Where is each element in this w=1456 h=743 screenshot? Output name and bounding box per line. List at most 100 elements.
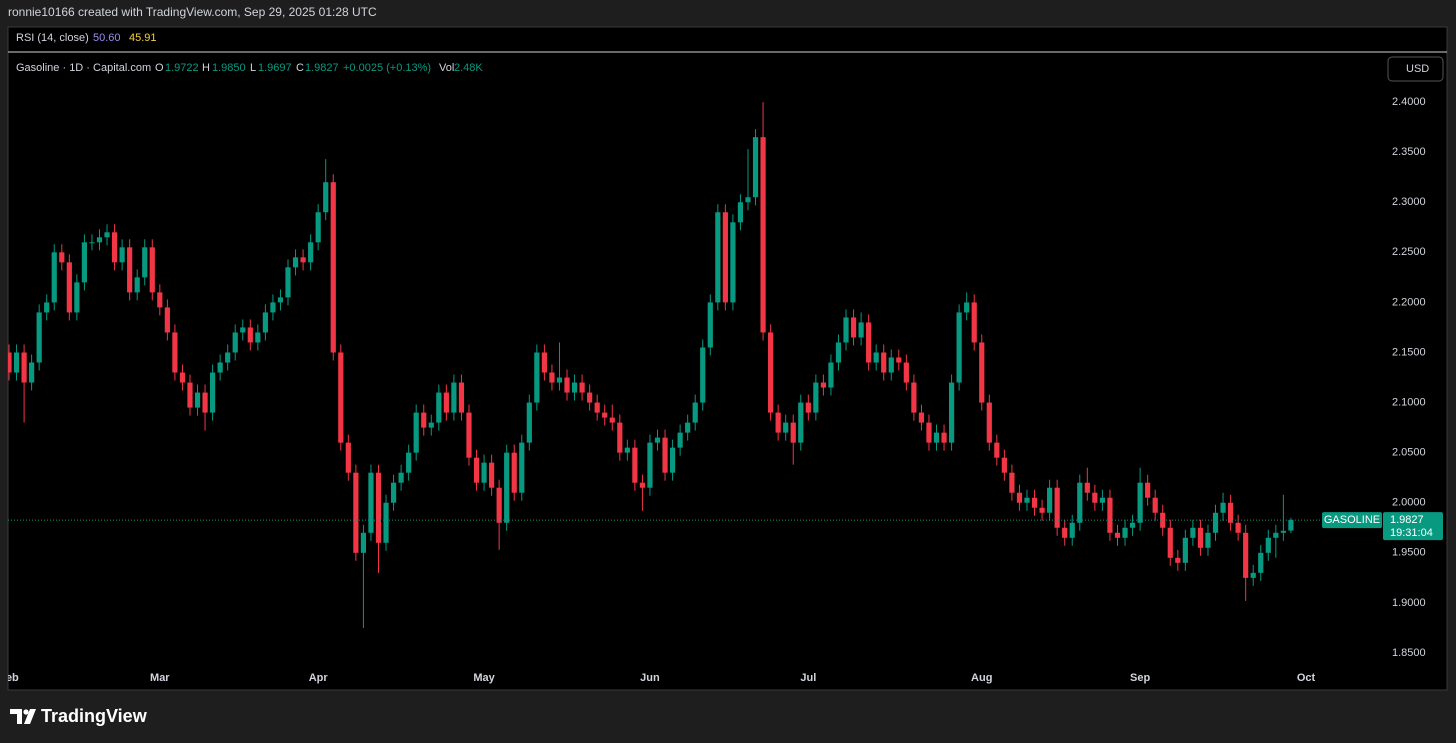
candle-body (1039, 507, 1045, 513)
legend-value: 1.9827 (305, 62, 339, 74)
candle-body (330, 182, 336, 353)
legend-label: O (155, 62, 164, 74)
candle-body (157, 292, 163, 308)
y-tick-label: 2.2000 (1392, 296, 1426, 308)
candle-body (368, 472, 374, 533)
legend-value: 1.9850 (212, 62, 246, 74)
candle-body (526, 402, 532, 443)
indicator-value: 50.60 (93, 32, 121, 44)
x-tick-label: Aug (971, 672, 992, 684)
footer-logo (10, 709, 36, 724)
currency-label[interactable]: USD (1406, 63, 1429, 75)
candle-body (345, 442, 351, 473)
candle-body (624, 447, 630, 453)
candle-body (247, 327, 253, 343)
candle-body (1288, 520, 1294, 531)
indicator-name: RSI (14, close) (16, 32, 89, 44)
candle-body (1197, 527, 1204, 548)
candle-body (262, 312, 268, 333)
candle-body (134, 277, 140, 293)
candle-body (104, 232, 110, 238)
price-tag-box (1383, 512, 1443, 541)
candle-body (1212, 512, 1219, 533)
candle-body (994, 442, 1000, 458)
candle-body (179, 372, 186, 383)
candle-body (1009, 472, 1015, 493)
candle-body (1107, 497, 1113, 533)
candle-body (89, 242, 95, 244)
x-tick-label: Oct (1297, 672, 1316, 684)
candle-body (1227, 502, 1234, 523)
candle-body (436, 392, 442, 423)
candle-body (308, 242, 314, 263)
candle-body (768, 332, 774, 413)
candle-body (941, 432, 947, 443)
candle-body (617, 422, 623, 453)
symbol: Gasoline · 1D · Capital.com (16, 62, 151, 74)
chart-panel (7, 26, 1448, 691)
candle-body (255, 332, 261, 343)
candle-body (489, 462, 495, 488)
candle-body (8, 352, 12, 373)
legend-value: 1.9722 (165, 62, 199, 74)
indicator-value: 45.91 (129, 32, 157, 44)
candle-body (398, 472, 404, 483)
candle-body (1062, 527, 1068, 538)
candle-body (692, 402, 698, 423)
price-tag-name: GASOLINE (1324, 514, 1380, 526)
candle-body (1220, 502, 1226, 513)
candle-body (194, 392, 201, 408)
candle-body (1182, 537, 1188, 563)
price-tag-name-box (1322, 512, 1382, 529)
candle-body (722, 212, 728, 303)
candle-body (504, 452, 510, 523)
candle-body (662, 437, 668, 473)
candle-body (1167, 527, 1173, 558)
candle-body (737, 202, 744, 223)
x-tick-label: Jun (640, 672, 660, 684)
y-tick-label: 2.2500 (1392, 246, 1426, 258)
candle-body (881, 352, 887, 373)
candle-body (111, 232, 118, 263)
y-tick-label: 2.3500 (1392, 146, 1426, 158)
x-tick-label: Sep (1130, 672, 1150, 684)
plot-area: Feb Mar Apr May Jun Jul Aug Sep Oct (8, 102, 1316, 684)
candle-body (654, 437, 661, 443)
candle-body (1280, 530, 1286, 533)
y-tick-label: 2.0500 (1392, 447, 1426, 459)
candle-body (323, 182, 329, 213)
price-tag-value: 1.9827 (1390, 514, 1424, 526)
y-tick-label: 2.0000 (1392, 497, 1426, 509)
candle-body (775, 412, 781, 433)
credit: ronnie10166 created with TradingView.com… (8, 5, 377, 19)
brand: TradingView (41, 706, 148, 726)
candle-body (240, 327, 246, 333)
candle-body (956, 312, 962, 383)
candle-body (798, 402, 804, 443)
candle-body (21, 352, 27, 383)
candle-body (805, 402, 811, 413)
candle-body (926, 422, 932, 443)
candle-body (1137, 482, 1143, 523)
candle-body (1175, 557, 1181, 563)
candle-body (813, 382, 819, 413)
y-tick-label: 2.4000 (1392, 96, 1426, 108)
x-tick-label: Jul (800, 672, 816, 684)
candle-body (209, 372, 216, 413)
candle-body (858, 322, 864, 338)
candle-body (752, 137, 759, 198)
candle-body (466, 412, 472, 458)
y-tick-label: 2.3000 (1392, 196, 1426, 208)
candle-body (707, 302, 713, 348)
candle-body (843, 317, 849, 343)
candle-body (202, 392, 208, 413)
candle-body (292, 257, 299, 268)
currency-button[interactable] (1387, 56, 1444, 82)
candle-body (232, 332, 238, 353)
candle-body (639, 482, 646, 488)
candle-body (81, 242, 88, 283)
candle-body (541, 352, 547, 373)
candle-body (715, 212, 721, 303)
candle-body (1069, 522, 1075, 538)
